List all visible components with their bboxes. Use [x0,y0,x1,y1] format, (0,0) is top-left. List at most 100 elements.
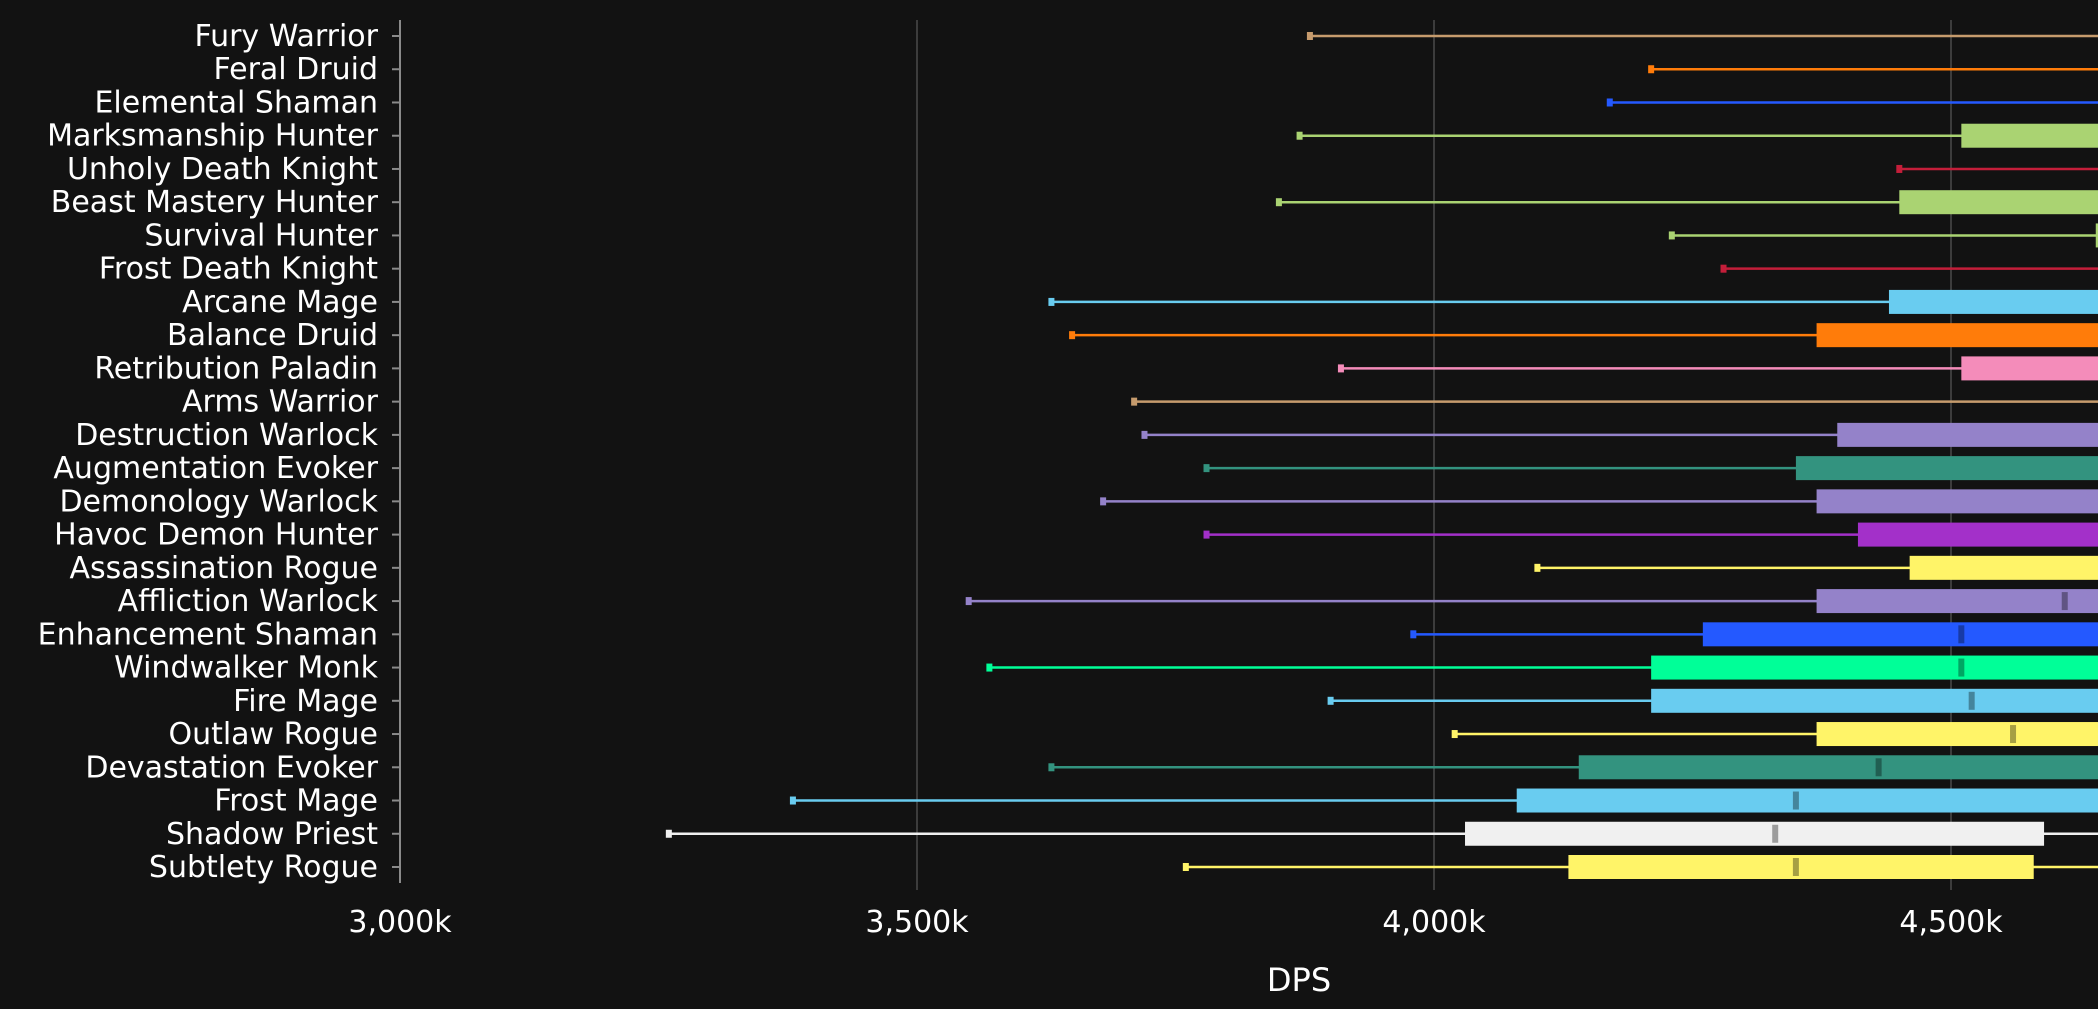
iqr-box [1516,788,2098,813]
iqr-box [1888,289,2098,314]
whisker-min-cap [1048,763,1055,772]
iqr-box [1816,323,2098,348]
series-frost-mage [789,788,2098,813]
whisker-min-cap [1410,630,1417,639]
x-tick-label: 4,500k [1899,905,2003,940]
series-assassination-rogue [1534,555,2098,580]
category-label: Outlaw Rogue [168,717,378,752]
iqr-box [1899,190,2098,215]
category-label: Affliction Warlock [118,584,379,619]
category-label: Unholy Death Knight [67,152,378,187]
iqr-box [2095,223,2098,248]
iqr-box [1816,589,2098,614]
whisker-min-cap [1606,98,1613,107]
whisker-min-cap [1337,364,1344,373]
whisker-min-cap [665,829,672,838]
series-balance-druid [1069,323,2098,348]
whisker-min-cap [1668,231,1675,240]
whisker-min-cap [1069,331,1076,340]
median-marker [1875,758,1882,777]
whisker-min-cap [789,796,796,805]
iqr-box [1578,755,2098,780]
category-label: Devastation Evoker [85,750,378,785]
whisker-min-cap [1327,696,1334,705]
box-series [665,32,2098,879]
series-devastation-evoker [1048,755,2098,780]
series-outlaw-rogue [1451,722,2098,747]
median-marker [1958,625,1965,644]
iqr-box [1909,555,2098,580]
median-marker [1958,658,1965,677]
series-retribution-paladin [1337,356,2098,381]
category-label: Destruction Warlock [75,418,378,453]
whisker-min-cap [1048,297,1055,306]
category-label: Fire Mage [233,684,378,719]
whisker-min-cap [1648,65,1655,74]
series-fire-mage [1327,688,2098,713]
median-marker [2061,592,2068,611]
category-label: Arcane Mage [182,285,378,320]
x-tick-label: 3,500k [865,905,969,940]
x-tick-label: 3,000k [348,905,452,940]
category-label: Balance Druid [167,318,378,353]
whisker-min-cap [1306,32,1313,40]
whisker-min-cap [1720,264,1727,273]
series-demonology-warlock [1100,489,2098,514]
series-frost-death-knight [1720,264,2098,273]
series-elemental-shaman [1606,98,2098,107]
series-enhancement-shaman [1410,622,2098,647]
iqr-box [1651,688,2098,713]
category-label: Assassination Rogue [69,551,378,586]
median-marker [1772,824,1779,843]
series-havoc-demon-hunter [1203,522,2098,547]
category-label: Frost Mage [214,784,378,819]
category-label: Enhancement Shaman [38,617,378,652]
series-feral-druid [1648,65,2098,74]
iqr-box [1837,422,2098,447]
iqr-box [1702,622,2098,647]
whisker-min-cap [965,597,972,606]
category-label: Elemental Shaman [94,85,378,120]
median-marker [1968,691,1975,710]
series-beast-mastery-hunter [1275,190,2098,215]
median-marker [1792,858,1799,876]
whisker-min-cap [1451,730,1458,739]
category-label: Fury Warrior [194,19,378,54]
category-label: Arms Warrior [182,385,379,420]
series-subtlety-rogue [1182,855,2098,879]
iqr-box [1857,522,2098,547]
series-destruction-warlock [1141,422,2098,447]
whisker-min-cap [1100,497,1107,506]
category-label: Frost Death Knight [99,252,378,287]
series-survival-hunter [1668,223,2098,248]
iqr-box [1961,356,2098,381]
series-arcane-mage [1048,289,2098,314]
series-unholy-death-knight [1896,164,2098,173]
whisker-min-cap [1141,430,1148,439]
x-axis-ticks: 3,000k3,500k4,000k4,500k5,000k5,500k6,00… [348,905,2003,940]
median-marker [1792,791,1799,810]
category-label: Augmentation Evoker [53,451,378,486]
iqr-box [1465,821,2045,846]
whisker-min-cap [1203,464,1210,473]
category-label: Shadow Priest [166,817,378,852]
category-label: Havoc Demon Hunter [54,518,379,553]
iqr-box [1651,655,2098,680]
series-affliction-warlock [965,589,2098,614]
category-label: Demonology Warlock [59,484,378,519]
whisker-min-cap [1296,131,1303,140]
iqr-box [1568,855,2034,879]
series-marksmanship-hunter [1296,123,2098,148]
series-augmentation-evoker [1203,456,2098,481]
category-label: Beast Mastery Hunter [51,185,379,220]
whisker-min-cap [1534,563,1541,572]
x-tick-label: 4,000k [1382,905,1486,940]
whisker-min-cap [1203,530,1210,539]
whisker-min-cap [1131,397,1138,406]
iqr-box [1961,123,2098,148]
iqr-box [1795,456,2098,481]
series-fury-warrior [1306,32,2098,40]
category-label: Retribution Paladin [94,351,378,386]
